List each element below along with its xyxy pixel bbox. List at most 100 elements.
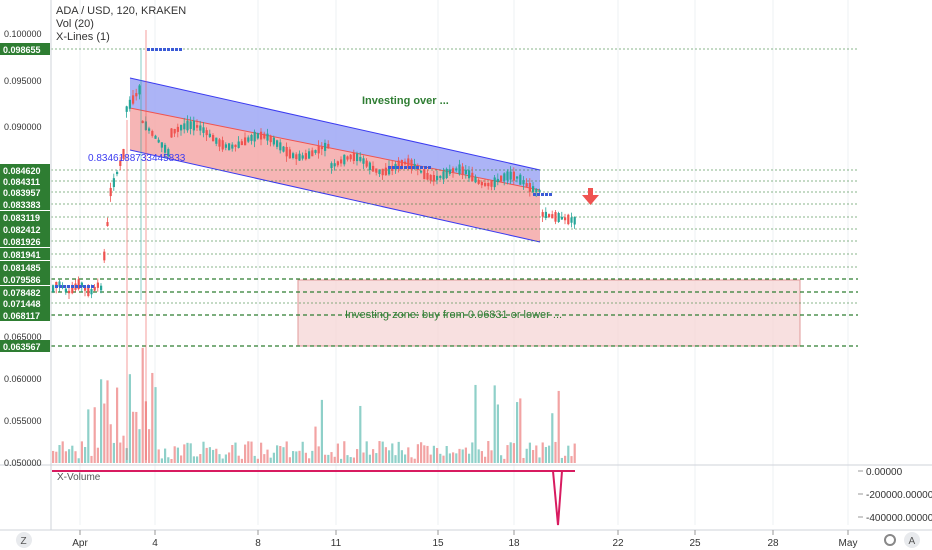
- price-candle[interactable]: [519, 174, 522, 185]
- auto-scale-button[interactable]: A: [904, 532, 920, 548]
- price-candle[interactable]: [333, 163, 336, 167]
- price-candle[interactable]: [452, 168, 455, 173]
- price-level-badge[interactable]: 0.098655: [0, 43, 50, 55]
- price-candle[interactable]: [484, 183, 487, 186]
- price-candle[interactable]: [164, 144, 167, 153]
- price-candle[interactable]: [324, 142, 327, 151]
- price-candle[interactable]: [525, 183, 528, 187]
- price-candle[interactable]: [288, 149, 291, 159]
- price-candle[interactable]: [493, 177, 496, 188]
- price-candle[interactable]: [154, 135, 157, 139]
- price-candle[interactable]: [176, 126, 179, 132]
- price-candle[interactable]: [538, 189, 541, 192]
- price-candle[interactable]: [352, 152, 355, 162]
- price-candle[interactable]: [407, 158, 410, 169]
- price-candle[interactable]: [327, 143, 330, 149]
- price-candle[interactable]: [429, 174, 432, 181]
- price-candle[interactable]: [432, 175, 435, 182]
- price-candle[interactable]: [564, 217, 567, 221]
- price-candle[interactable]: [205, 130, 208, 136]
- investing-zone-box[interactable]: [297, 279, 801, 347]
- price-candle[interactable]: [541, 212, 544, 217]
- price-candle[interactable]: [218, 139, 221, 147]
- price-candle[interactable]: [362, 158, 365, 164]
- channel-top-line[interactable]: [129, 77, 541, 171]
- price-candle[interactable]: [119, 160, 122, 166]
- settings-gear-button[interactable]: [884, 534, 896, 546]
- price-candle[interactable]: [420, 170, 423, 173]
- price-candle[interactable]: [410, 159, 413, 170]
- price-candle[interactable]: [314, 150, 317, 153]
- price-candle[interactable]: [96, 282, 99, 288]
- price-candle[interactable]: [336, 161, 339, 166]
- price-candle[interactable]: [61, 285, 64, 288]
- price-candle[interactable]: [442, 171, 445, 180]
- price-candle[interactable]: [388, 165, 391, 175]
- price-candle[interactable]: [522, 180, 525, 185]
- price-candle[interactable]: [125, 106, 128, 112]
- price-candle[interactable]: [244, 137, 247, 146]
- price-level-badge[interactable]: 0.083383: [0, 198, 50, 210]
- price-level-badge[interactable]: 0.082412: [0, 223, 50, 235]
- price-candle[interactable]: [228, 143, 231, 150]
- zone-annotation[interactable]: Investing zone: buy from 0.06831 or lowe…: [345, 309, 562, 321]
- price-candle[interactable]: [320, 147, 323, 150]
- price-candle[interactable]: [500, 175, 503, 182]
- price-candle[interactable]: [132, 95, 135, 104]
- price-candle[interactable]: [548, 214, 551, 218]
- price-candle[interactable]: [378, 169, 381, 175]
- channel-annotation[interactable]: Investing over ...: [362, 95, 449, 107]
- price-candle[interactable]: [516, 176, 519, 179]
- price-candle[interactable]: [573, 216, 576, 225]
- price-candle[interactable]: [266, 133, 269, 141]
- price-candle[interactable]: [71, 287, 74, 294]
- price-candle[interactable]: [189, 121, 192, 129]
- price-candle[interactable]: [461, 166, 464, 175]
- xlines-indicator-label[interactable]: X-Lines (1): [56, 31, 110, 43]
- price-candle[interactable]: [208, 133, 211, 137]
- price-candle[interactable]: [480, 181, 483, 186]
- price-candle[interactable]: [112, 178, 115, 188]
- price-candle[interactable]: [394, 163, 397, 170]
- price-candle[interactable]: [487, 182, 490, 187]
- price-candle[interactable]: [109, 187, 112, 197]
- price-candle[interactable]: [372, 165, 375, 172]
- price-level-badge[interactable]: 0.063567: [0, 340, 50, 352]
- price-candle[interactable]: [180, 125, 183, 131]
- price-candle[interactable]: [215, 137, 218, 144]
- price-candle[interactable]: [532, 186, 535, 193]
- price-candle[interactable]: [221, 140, 224, 150]
- price-candle[interactable]: [84, 285, 87, 291]
- zoom-button[interactable]: Z: [16, 532, 32, 548]
- price-candle[interactable]: [58, 281, 61, 287]
- price-candle[interactable]: [436, 175, 439, 181]
- price-candle[interactable]: [253, 131, 256, 142]
- price-candle[interactable]: [237, 141, 240, 148]
- price-candle[interactable]: [298, 153, 301, 161]
- price-candle[interactable]: [503, 173, 506, 181]
- price-candle[interactable]: [400, 160, 403, 168]
- price-candle[interactable]: [141, 120, 144, 124]
- price-candle[interactable]: [384, 167, 387, 176]
- price-candle[interactable]: [199, 125, 202, 131]
- price-candle[interactable]: [308, 151, 311, 159]
- price-level-badge[interactable]: 0.068117: [0, 309, 50, 321]
- price-level-badge[interactable]: 0.084620: [0, 164, 50, 176]
- price-candle[interactable]: [68, 290, 71, 294]
- price-candle[interactable]: [464, 169, 467, 175]
- price-candle[interactable]: [122, 148, 125, 159]
- price-candle[interactable]: [560, 216, 563, 220]
- price-candle[interactable]: [301, 155, 304, 159]
- price-candle[interactable]: [343, 154, 346, 165]
- price-candle[interactable]: [173, 128, 176, 134]
- price-candle[interactable]: [496, 178, 499, 183]
- price-candle[interactable]: [186, 120, 189, 131]
- price-level-badge[interactable]: 0.071448: [0, 297, 50, 309]
- price-level-badge[interactable]: 0.081485: [0, 261, 50, 273]
- price-candle[interactable]: [160, 142, 163, 148]
- price-candle[interactable]: [247, 137, 250, 142]
- price-candle[interactable]: [397, 160, 400, 169]
- down-arrow-icon[interactable]: [582, 188, 599, 205]
- price-candle[interactable]: [471, 172, 474, 182]
